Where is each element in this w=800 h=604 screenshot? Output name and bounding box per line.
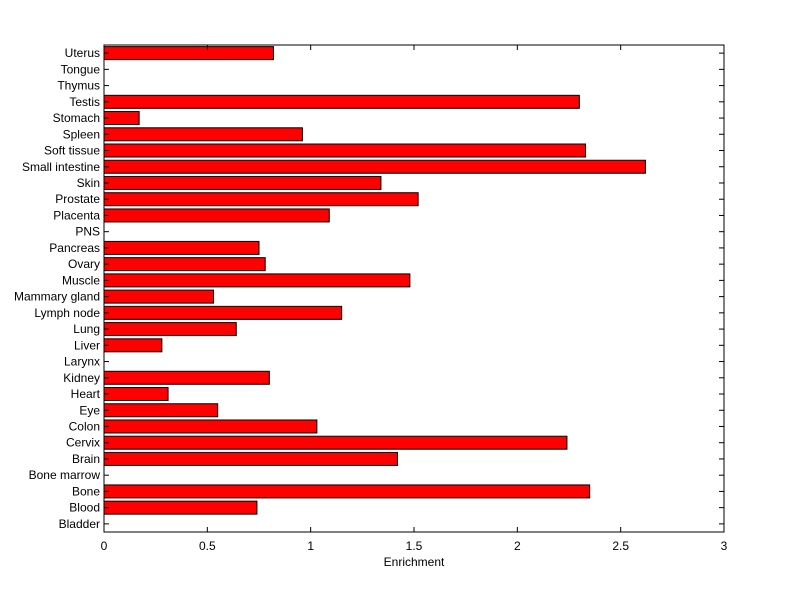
y-tick-label: Liver [74, 338, 100, 352]
bar [103, 484, 591, 499]
y-tick-label: Bladder [59, 517, 100, 531]
bar [103, 403, 219, 418]
y-tick-label: Uterus [65, 46, 100, 60]
bar [103, 175, 382, 190]
bar [103, 46, 274, 61]
bar [103, 94, 580, 109]
y-tick-label: Prostate [55, 192, 100, 206]
y-tick-label: PNS [75, 225, 100, 239]
bar [103, 338, 163, 353]
bar [103, 192, 419, 207]
y-tick-label: Colon [69, 419, 100, 433]
x-tick-label: 0.5 [199, 539, 216, 553]
x-axis-title: Enrichment [384, 555, 445, 569]
y-tick-label: Small intestine [22, 160, 100, 174]
x-tick-label: 3 [721, 539, 728, 553]
y-tick-label: Eye [79, 403, 100, 417]
bar [103, 143, 587, 158]
x-tick-label: 1.5 [406, 539, 423, 553]
bar [103, 127, 303, 142]
y-tick-label: Lymph node [34, 306, 100, 320]
y-tick-label: Mammary gland [14, 290, 100, 304]
y-tick-label: Lung [73, 322, 100, 336]
bar [103, 208, 330, 223]
bar [103, 111, 140, 126]
y-tick-label: Placenta [53, 208, 100, 222]
bar [103, 240, 260, 255]
bar [103, 289, 215, 304]
bar [103, 500, 258, 515]
x-tick-label: 2.5 [612, 539, 629, 553]
y-tick-label: Blood [69, 501, 100, 515]
bar [103, 451, 398, 466]
bar [103, 273, 411, 288]
bar [103, 419, 318, 434]
y-tick-label: Heart [71, 387, 101, 401]
y-tick-label: Tongue [61, 62, 101, 76]
x-tick-label: 2 [514, 539, 521, 553]
y-tick-label: Testis [69, 95, 100, 109]
y-tick-label: Ovary [68, 257, 100, 271]
y-tick-label: Spleen [63, 127, 100, 141]
y-tick-label: Bone [72, 484, 100, 498]
y-tick-label: Cervix [66, 436, 100, 450]
y-tick-label: Bone marrow [29, 468, 101, 482]
y-tick-label: Soft tissue [44, 144, 100, 158]
y-tick-label: Stomach [53, 111, 100, 125]
y-tick-label: Pancreas [49, 241, 100, 255]
y-tick-label: Kidney [63, 371, 100, 385]
bar [103, 257, 266, 272]
bar [103, 370, 270, 385]
bar [103, 159, 646, 174]
y-tick-label: Muscle [62, 273, 100, 287]
y-tick-label: Thymus [57, 79, 100, 93]
y-tick-label: Larynx [64, 355, 100, 369]
bar [103, 387, 169, 402]
bar [103, 322, 237, 337]
bar [103, 305, 343, 320]
x-tick-label: 1 [307, 539, 314, 553]
y-tick-label: Brain [72, 452, 100, 466]
y-tick-label: Skin [77, 176, 100, 190]
x-tick-label: 0 [101, 539, 108, 553]
bar [103, 435, 568, 450]
